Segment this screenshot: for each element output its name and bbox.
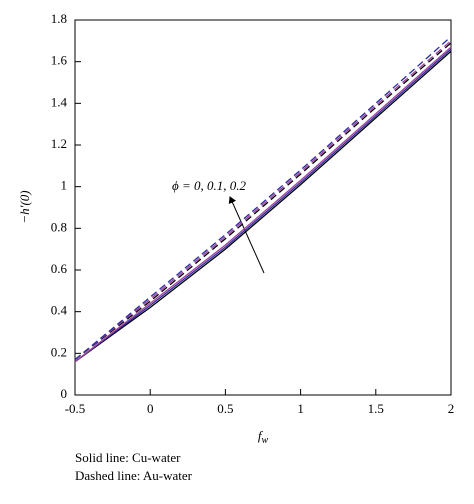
y-tick-label: 1	[61, 178, 68, 193]
y-tick-label: 0.8	[51, 219, 67, 234]
y-axis-label: −h′(0)	[17, 190, 32, 223]
note: Solid line: Cu-water	[75, 450, 181, 465]
note: Dashed line: Au-water	[75, 468, 193, 483]
x-tick-label: 0.5	[217, 401, 233, 416]
x-tick-label: 1	[297, 401, 304, 416]
x-axis-label: fw	[258, 428, 269, 446]
x-tick-label: 2	[448, 401, 455, 416]
y-tick-label: 1.8	[51, 11, 67, 26]
y-tick-label: 1.2	[51, 136, 67, 151]
y-tick-label: 1.6	[51, 53, 68, 68]
line-series	[74, 40, 452, 361]
plot-frame	[74, 19, 452, 396]
x-tick-label: -0.5	[65, 401, 86, 416]
annotation: ϕ = 0, 0.1, 0.2	[172, 178, 247, 193]
y-tick-label: 0.2	[51, 344, 67, 359]
line-series	[74, 36, 452, 361]
x-tick-label: 0	[147, 401, 154, 416]
y-tick-label: 0.6	[51, 261, 68, 276]
line-series	[74, 50, 452, 363]
line-series	[74, 48, 452, 363]
y-tick-label: 0.4	[51, 303, 68, 318]
annotation-arrow	[228, 196, 265, 274]
x-tick-label: 1.5	[368, 401, 384, 416]
x-label-sub: w	[261, 435, 268, 446]
x-label-main: f	[258, 428, 264, 443]
y-tick-label: 0	[61, 386, 68, 401]
line-series	[74, 46, 452, 363]
y-tick-label: 1.4	[51, 94, 68, 109]
line-series	[74, 42, 452, 361]
